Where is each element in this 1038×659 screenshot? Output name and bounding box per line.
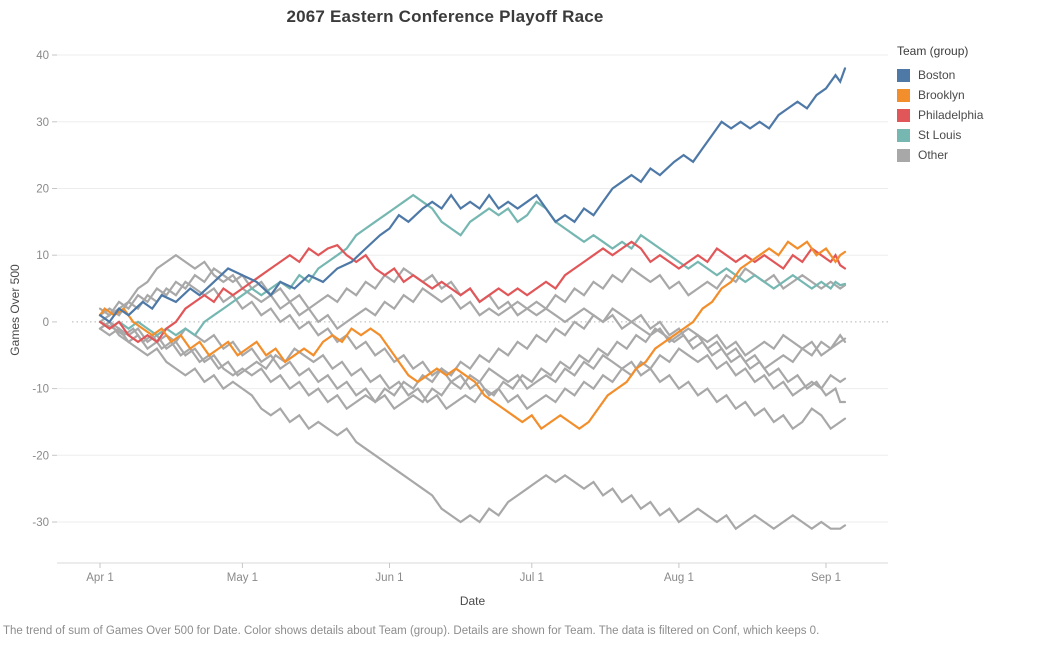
legend-label: St Louis: [918, 128, 962, 142]
legend-label: Boston: [918, 68, 956, 82]
series-line-boston[interactable]: [98, 67, 847, 324]
series-line-brooklyn[interactable]: [98, 240, 847, 431]
x-tick-label: Jul 1: [520, 572, 544, 584]
y-tick-label: -10: [32, 384, 49, 396]
legend-swatch-brooklyn: [897, 88, 910, 102]
series-line-st-louis[interactable]: [98, 193, 847, 337]
series-line-other-3[interactable]: [98, 280, 847, 411]
legend-item-philadelphia[interactable]: Philadelphia: [897, 105, 983, 125]
legend-label: Other: [918, 148, 949, 162]
legend-item-st-louis[interactable]: St Louis: [897, 125, 983, 145]
series-line-other-4[interactable]: [98, 320, 847, 411]
series-line-other-2[interactable]: [98, 320, 847, 531]
series-line-other-5[interactable]: [98, 327, 847, 431]
series-line-other-7[interactable]: [98, 307, 847, 411]
series-line-other-1[interactable]: [98, 253, 847, 357]
x-tick-label: Aug 1: [664, 572, 694, 584]
legend-label: Brooklyn: [918, 88, 965, 102]
legend-label: Philadelphia: [918, 108, 984, 122]
y-axis-title: Games Over 500: [8, 264, 22, 356]
legend: Team (group) Boston Brooklyn Philadelphia S…: [897, 44, 983, 165]
x-tick-label: Apr 1: [86, 572, 114, 584]
y-tick-label: 30: [36, 117, 49, 129]
chart-title: 2067 Eastern Conference Playoff Race: [286, 7, 604, 26]
legend-title: Team (group): [897, 44, 969, 58]
y-tick-label: 10: [36, 250, 49, 262]
y-tick-label: 20: [36, 184, 49, 196]
legend-item-boston[interactable]: Boston: [897, 65, 983, 85]
legend-swatch-boston: [897, 68, 910, 82]
legend-swatch-st-louis: [897, 128, 910, 142]
y-tick-label: -30: [32, 517, 49, 529]
legend-swatch-other: [897, 148, 910, 162]
x-axis-title: Date: [459, 594, 486, 608]
legend-item-other[interactable]: Other: [897, 145, 983, 165]
series-line-philadelphia[interactable]: [98, 240, 847, 344]
x-tick-label: May 1: [227, 572, 258, 584]
x-tick-label: Jun 1: [375, 572, 403, 584]
legend-swatch-philadelphia: [897, 108, 910, 122]
y-tick-label: 0: [43, 317, 49, 329]
x-tick-label: Sep 1: [811, 572, 841, 584]
y-tick-label: 40: [36, 50, 49, 62]
legend-items: Boston Brooklyn Philadelphia St Louis Other: [897, 65, 983, 165]
y-tick-label: -20: [32, 450, 49, 462]
caption-text: The trend of sum of Games Over 500 for D…: [3, 625, 820, 637]
legend-item-brooklyn[interactable]: Brooklyn: [897, 85, 983, 105]
